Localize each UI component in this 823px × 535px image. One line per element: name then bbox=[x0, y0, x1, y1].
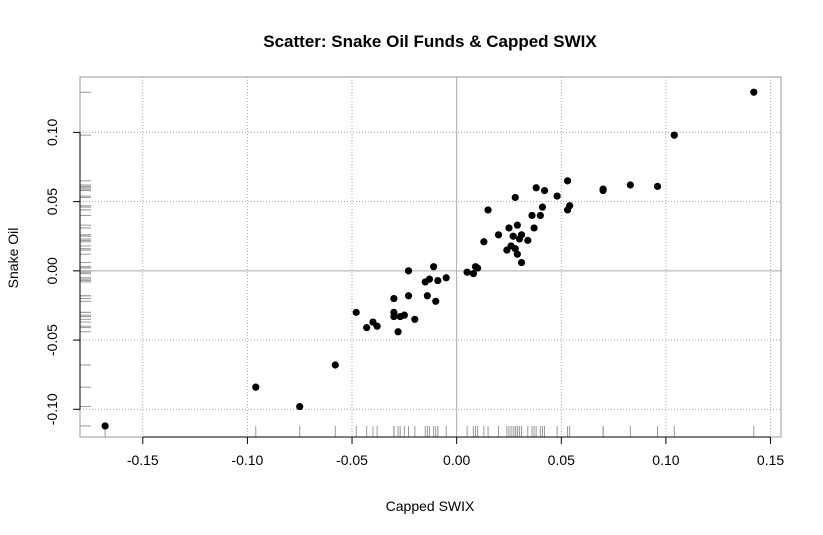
data-point bbox=[553, 192, 561, 200]
y-axis: -0.10 -0.05 0.00 0.05 0.10 bbox=[44, 119, 81, 425]
data-point bbox=[442, 274, 450, 282]
data-point bbox=[432, 297, 440, 305]
data-point bbox=[404, 267, 413, 275]
data-point bbox=[363, 324, 371, 332]
data-point bbox=[252, 383, 260, 391]
x-tick-label: 0.05 bbox=[548, 452, 575, 468]
data-point bbox=[528, 211, 536, 220]
data-point bbox=[505, 224, 513, 232]
data-point bbox=[394, 328, 402, 336]
data-point bbox=[101, 422, 109, 430]
data-point bbox=[750, 88, 758, 96]
x-tick-label: -0.05 bbox=[336, 452, 368, 468]
x-axis-label: Capped SWIX bbox=[386, 498, 475, 514]
data-point bbox=[404, 292, 413, 300]
y-tick-label: 0.05 bbox=[44, 188, 60, 215]
data-point bbox=[434, 276, 442, 285]
x-tick-label: -0.15 bbox=[127, 452, 159, 468]
rug-marks bbox=[80, 91, 755, 437]
data-point bbox=[352, 308, 360, 316]
data-point bbox=[390, 308, 398, 316]
data-point bbox=[296, 402, 304, 411]
data-point bbox=[511, 193, 519, 202]
zero-reference-lines bbox=[80, 77, 781, 437]
data-point bbox=[653, 182, 662, 190]
data-point bbox=[390, 294, 398, 303]
data-point bbox=[411, 315, 419, 323]
y-axis-label: Snake Oil bbox=[5, 228, 21, 289]
data-point bbox=[599, 185, 607, 193]
grid-lines bbox=[80, 77, 781, 437]
data-point bbox=[626, 181, 634, 189]
data-point bbox=[540, 186, 549, 195]
data-point bbox=[563, 177, 572, 185]
y-tick-label: 0.00 bbox=[44, 257, 60, 284]
data-point bbox=[425, 275, 434, 283]
data-point bbox=[463, 268, 471, 276]
data-point bbox=[423, 292, 431, 300]
data-point bbox=[331, 361, 339, 369]
data-point bbox=[511, 245, 519, 253]
data-point bbox=[513, 250, 521, 258]
y-tick-label: -0.10 bbox=[44, 393, 60, 425]
x-tick-label: 0.00 bbox=[443, 452, 470, 468]
data-point bbox=[517, 258, 526, 267]
y-tick-label: 0.10 bbox=[44, 119, 60, 146]
x-axis: -0.15 -0.10 -0.05 0.00 0.05 0.10 0.15 bbox=[127, 436, 784, 468]
data-point bbox=[566, 202, 574, 210]
data-points bbox=[101, 88, 758, 430]
x-tick-label: 0.15 bbox=[757, 452, 784, 468]
data-point bbox=[513, 221, 521, 229]
y-tick-label: -0.05 bbox=[44, 324, 60, 356]
data-point bbox=[373, 322, 381, 330]
data-point bbox=[469, 270, 477, 278]
data-point bbox=[532, 184, 540, 192]
data-point bbox=[430, 263, 438, 271]
data-point bbox=[670, 131, 678, 139]
data-point bbox=[509, 232, 517, 240]
data-point bbox=[494, 231, 503, 239]
data-point bbox=[538, 203, 547, 211]
plot-area-border bbox=[79, 76, 782, 438]
data-point bbox=[473, 264, 482, 272]
chart-title: Scatter: Snake Oil Funds & Capped SWIX bbox=[263, 32, 597, 51]
x-tick-label: 0.10 bbox=[652, 452, 679, 468]
data-point bbox=[480, 238, 488, 246]
x-tick-label: -0.10 bbox=[231, 452, 263, 468]
data-point bbox=[524, 236, 532, 244]
data-point bbox=[517, 231, 526, 239]
data-point bbox=[484, 206, 492, 214]
data-point bbox=[536, 211, 544, 220]
data-point bbox=[400, 311, 408, 319]
data-point bbox=[530, 224, 538, 232]
